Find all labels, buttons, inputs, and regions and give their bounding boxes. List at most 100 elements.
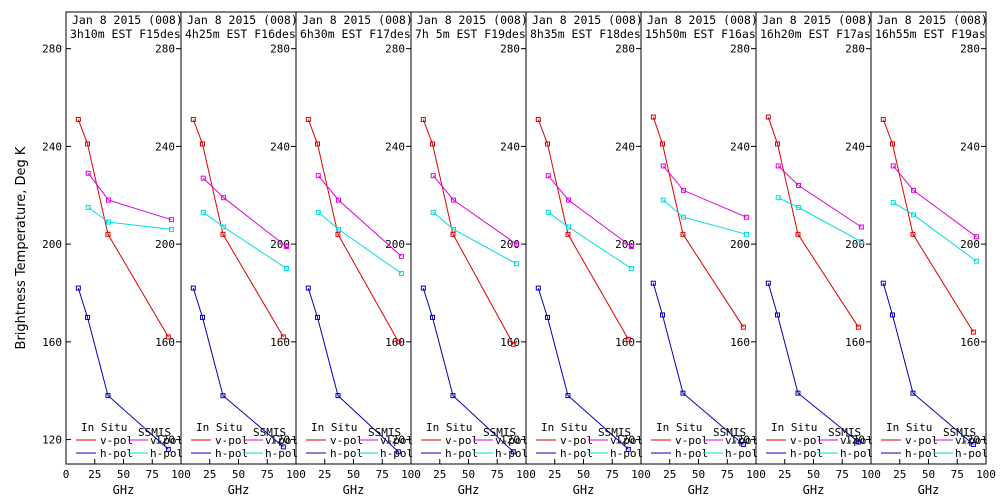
data-point: [535, 117, 541, 123]
y-tick-label: 280: [155, 43, 175, 56]
data-point: [430, 173, 436, 179]
y-tick-label: 120: [385, 434, 405, 447]
series-line: [88, 207, 172, 230]
series-line: [317, 211, 402, 274]
data-point: [336, 197, 342, 203]
panel-title: Jan 8 2015 (008)15h50m EST F16asc: [645, 13, 758, 41]
data-point: [775, 141, 781, 147]
x-tick-label: 75: [491, 468, 504, 481]
data-point: [200, 175, 206, 181]
data-point: [168, 226, 174, 232]
y-tick-label: 240: [155, 140, 175, 153]
data-point: [510, 341, 516, 347]
data-point: [106, 197, 112, 203]
y-tick-label: 120: [500, 434, 520, 447]
data-point: [890, 200, 896, 206]
series-line: [548, 211, 632, 269]
data-point: [305, 117, 311, 123]
data-point: [855, 439, 861, 445]
legend-label: h-pol: [955, 447, 988, 460]
legend-title-ssmis: SSMIS: [138, 426, 171, 439]
data-point: [165, 334, 171, 340]
y-tick-label: 280: [42, 43, 62, 56]
panel-6: Jan 8 2015 (008)15h50m EST F16asc1201602…: [640, 11, 766, 497]
x-tick-label: 25: [88, 468, 101, 481]
series-line: [662, 165, 747, 218]
data-point: [336, 226, 342, 232]
y-tick-label: 160: [42, 336, 62, 349]
data-point: [85, 141, 91, 147]
series-line: [432, 211, 517, 265]
panel-title: Jan 8 2015 (008)8h35m EST F18des: [530, 13, 641, 41]
data-point: [775, 163, 781, 169]
data-point: [221, 224, 227, 230]
x-tick-label: 25: [663, 468, 676, 481]
x-tick-label: 100: [976, 468, 996, 481]
x-tick-label: 50: [807, 468, 820, 481]
data-point: [395, 449, 401, 455]
data-point: [535, 285, 541, 291]
x-tick-label: 100: [401, 468, 421, 481]
x-axis-label: GHz: [918, 483, 940, 497]
series-line: [767, 283, 859, 443]
x-tick-label: 25: [203, 468, 216, 481]
series-line: [537, 287, 629, 450]
x-axis-label: GHz: [803, 483, 825, 497]
x-tick-label: 50: [347, 468, 360, 481]
y-tick-label: 280: [615, 43, 635, 56]
x-tick-label: 25: [318, 468, 331, 481]
series-line: [77, 287, 169, 450]
data-point: [650, 280, 656, 286]
panel-1: Jan 8 2015 (008)3h10m EST F15des 120 120 16…: [42, 11, 191, 497]
data-point: [85, 204, 91, 210]
x-axis-label: GHz: [343, 483, 365, 497]
data-point: [628, 266, 634, 272]
data-point: [545, 141, 551, 147]
y-tick-label: 240: [730, 140, 750, 153]
panel-title-line1: Jan 8 2015 (008): [762, 13, 873, 27]
legend-label: v-pol: [330, 434, 363, 447]
data-point: [795, 231, 801, 237]
data-point: [190, 285, 196, 291]
legend-label: h-pol: [725, 447, 758, 460]
legend-title-insitu: In Situ: [541, 421, 587, 434]
x-tick-label: 100: [861, 468, 881, 481]
data-point: [513, 241, 519, 247]
series-line: [202, 177, 287, 247]
panel-title-line1: Jan 8 2015 (008): [187, 13, 298, 27]
legend-label: v-pol: [495, 434, 528, 447]
x-axis-label: GHz: [458, 483, 480, 497]
data-point: [775, 312, 781, 318]
data-point: [775, 195, 781, 201]
data-point: [740, 441, 746, 447]
y-tick-label: 280: [960, 43, 980, 56]
x-tick-label: 75: [376, 468, 389, 481]
data-point: [795, 390, 801, 396]
panel-title-line1: Jan 8 2015 (008): [647, 13, 758, 27]
x-tick-label: 50: [577, 468, 590, 481]
panel-8: Jan 8 2015 (008)16h55m EST F19asc1201602…: [870, 11, 996, 497]
data-point: [280, 444, 286, 450]
x-tick-label: 25: [433, 468, 446, 481]
data-point: [335, 231, 341, 237]
legend-label: v-pol: [560, 434, 593, 447]
data-point: [283, 266, 289, 272]
panel-5: Jan 8 2015 (008)8h35m EST F18des 120 160 20…: [525, 11, 651, 497]
y-tick-label: 240: [500, 140, 520, 153]
legend-label: h-pol: [445, 447, 478, 460]
data-point: [510, 449, 516, 455]
y-tick-label: 120: [270, 434, 290, 447]
series-line: [893, 202, 977, 262]
legend-label: v-pol: [265, 434, 298, 447]
data-point: [450, 393, 456, 399]
x-tick-label: 25: [893, 468, 906, 481]
data-point: [335, 393, 341, 399]
y-tick-label: 280: [730, 43, 750, 56]
series-group: [305, 117, 404, 455]
legend-title-ssmis: SSMIS: [368, 426, 401, 439]
data-point: [75, 285, 81, 291]
series-group: [880, 117, 979, 447]
legend-label: v-pol: [610, 434, 643, 447]
series-group: [420, 117, 519, 455]
